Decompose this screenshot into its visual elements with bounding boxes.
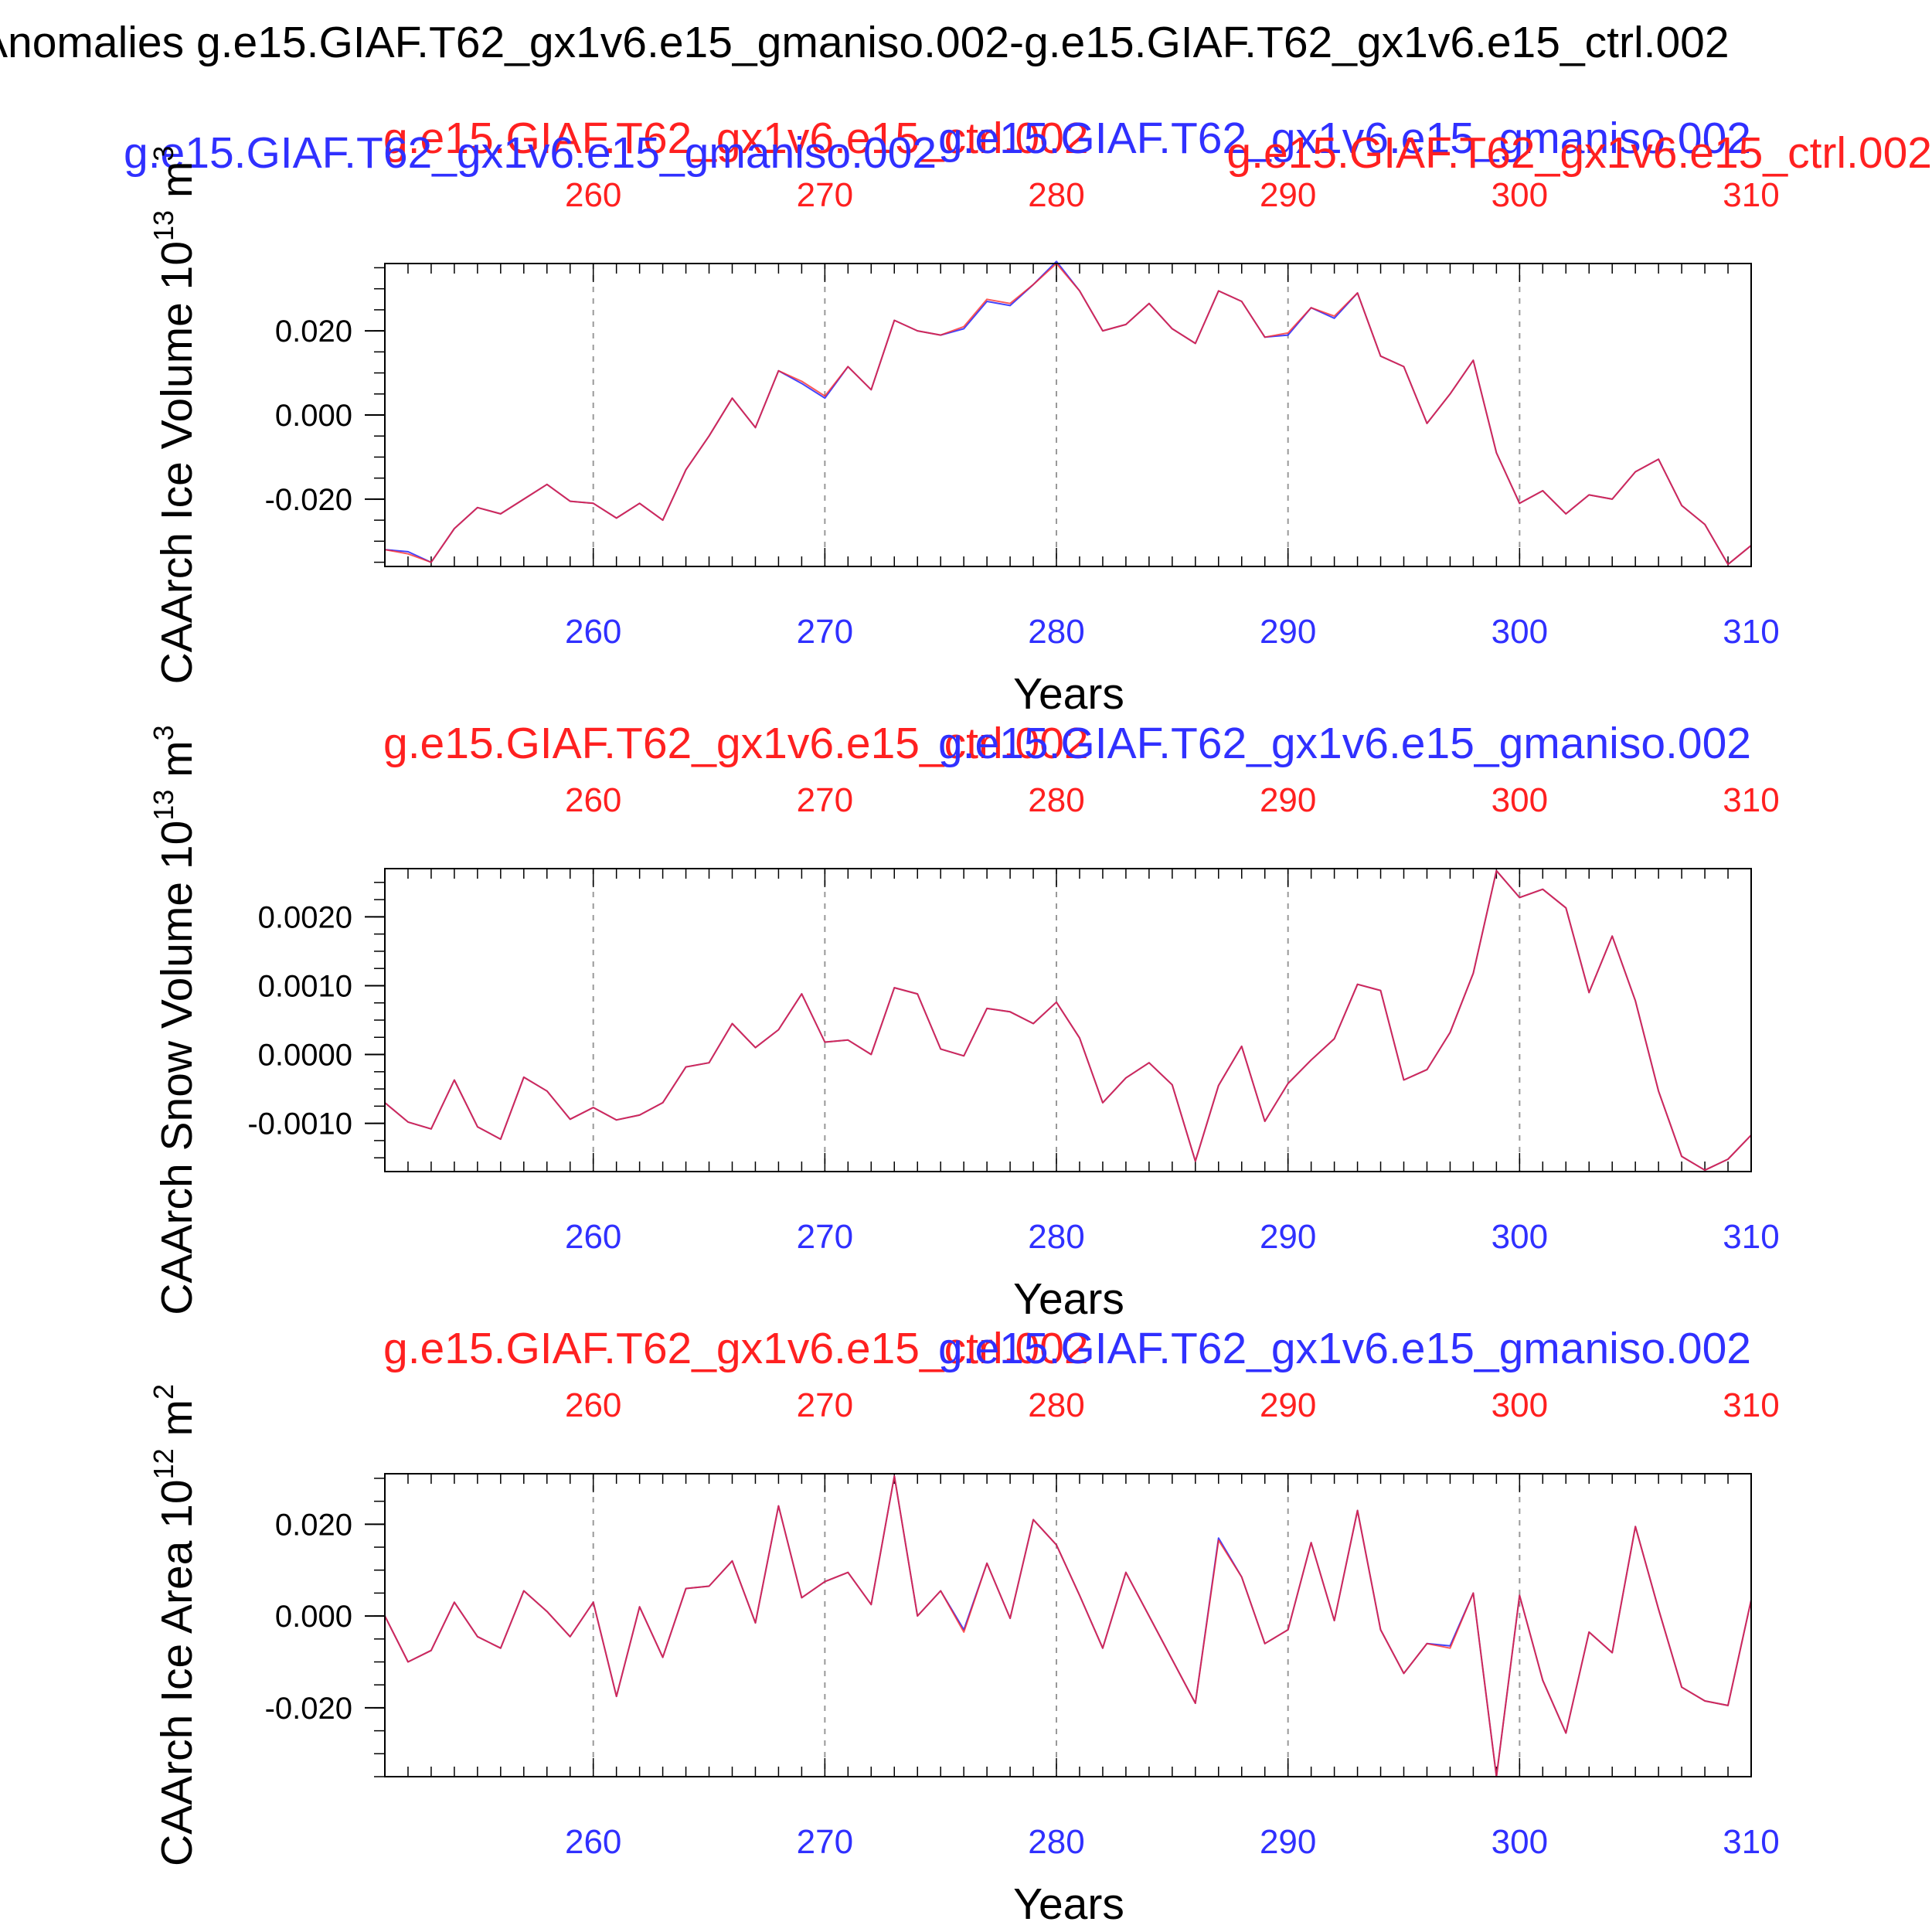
x-tick-label-top: 300 (1492, 176, 1548, 214)
plot-frame (384, 868, 1752, 1172)
chart-panel-1: -0.020 0.000 0.020 260 260 270 270 280 280 290 290… (124, 114, 1932, 719)
y-axis-title-part-2: 12 (148, 1448, 179, 1479)
top-right-series-label: g.e15.GIAF.T62_gx1v6.e15_gmaniso.002 (938, 719, 1751, 768)
x-tick-label-top: 270 (797, 781, 853, 819)
x-axis-title: Years (1013, 669, 1124, 719)
y-axis-title-part-3: m (152, 740, 202, 789)
series-line-ctrl (384, 869, 1752, 1172)
y-tick-label: -0.0010 (247, 1107, 352, 1141)
y-axis-title-part-1: CAArch Ice Area 10 (152, 1479, 202, 1866)
top-right-series-label: g.e15.GIAF.T62_gx1v6.e15_gmaniso.002 (938, 114, 1751, 163)
y-tick-label: 0.020 (275, 315, 352, 349)
x-tick-label-bottom: 270 (797, 1218, 853, 1256)
x-tick-label-top: 310 (1723, 176, 1779, 214)
y-tick-label: 0.020 (275, 1508, 352, 1542)
x-tick-label-bottom: 260 (565, 613, 621, 651)
x-tick-label-top: 290 (1260, 176, 1316, 214)
y-axis-title-part-4: 3 (148, 725, 179, 740)
y-tick-label: 0.0020 (258, 900, 352, 934)
top-left-series-label: g.e15.GIAF.T62_gx1v6.e15_ctrl.002 (383, 114, 1089, 163)
x-tick-label-bottom: 280 (1028, 613, 1084, 651)
x-tick-label-top: 290 (1260, 781, 1316, 819)
y-tick-label: 0.0010 (258, 969, 352, 1003)
x-axis-title: Years (1013, 1274, 1124, 1324)
plot-frame (384, 263, 1752, 567)
x-tick-label-bottom: 300 (1492, 1823, 1548, 1861)
x-tick-label-bottom: 270 (797, 1823, 853, 1861)
x-tick-label-bottom: 270 (797, 613, 853, 651)
x-tick-label-bottom: 280 (1028, 1823, 1084, 1861)
y-tick-label: -0.020 (265, 1692, 352, 1726)
y-axis-title-part-1: CAArch Ice Volume 10 (152, 241, 202, 684)
second-left-series-label: g.e15.GIAF.T62_gx1v6.e15_gmaniso.002 (124, 128, 937, 178)
y-axis-title-part-4: 3 (148, 146, 179, 162)
x-tick-label-bottom: 290 (1260, 1823, 1316, 1861)
x-tick-label-top: 280 (1028, 781, 1084, 819)
x-tick-label-top: 270 (797, 1386, 853, 1424)
x-tick-label-bottom: 300 (1492, 1218, 1548, 1256)
series-line-gmaniso (384, 260, 1752, 566)
x-tick-label-top: 280 (1028, 1386, 1084, 1424)
x-tick-label-bottom: 310 (1723, 613, 1779, 651)
y-axis-title-part-3: m (152, 1400, 202, 1448)
x-tick-label-top: 300 (1492, 1386, 1548, 1424)
top-right-series-label: g.e15.GIAF.T62_gx1v6.e15_gmaniso.002 (938, 1324, 1751, 1373)
x-tick-label-bottom: 280 (1028, 1218, 1084, 1256)
y-tick-label: 0.0000 (258, 1039, 352, 1073)
y-tick-label: -0.020 (265, 483, 352, 517)
x-tick-label-top: 310 (1723, 1386, 1779, 1424)
y-axis-title-part-2: 13 (148, 790, 179, 821)
chart-panel-3: -0.020 0.000 0.020 260 260 270 270 280 280 290 290… (148, 1324, 1780, 1929)
y-axis-title-part-1: CAArch Snow Volume 10 (152, 821, 202, 1315)
x-tick-label-bottom: 260 (565, 1218, 621, 1256)
x-tick-label-bottom: 290 (1260, 1218, 1316, 1256)
x-tick-label-bottom: 290 (1260, 613, 1316, 651)
plot-frame (384, 1473, 1752, 1777)
x-tick-label-top: 260 (565, 781, 621, 819)
y-axis-title: CAArch Ice Area 1012 m2 (148, 1384, 202, 1866)
y-axis-title: CAArch Ice Volume 1013 m3 (148, 146, 202, 685)
top-left-series-label: g.e15.GIAF.T62_gx1v6.e15_ctrl.002 (383, 719, 1089, 768)
x-tick-label-top: 280 (1028, 176, 1084, 214)
y-axis-title-part-2: 13 (148, 210, 179, 241)
series-line-ctrl (384, 1475, 1752, 1777)
x-tick-label-bottom: 260 (565, 1823, 621, 1861)
x-axis-title: Years (1013, 1879, 1124, 1929)
x-tick-label-top: 260 (565, 176, 621, 214)
x-tick-label-top: 300 (1492, 781, 1548, 819)
y-tick-label: 0.000 (275, 399, 352, 433)
y-tick-label: 0.000 (275, 1600, 352, 1634)
series-line-ctrl (384, 263, 1752, 566)
second-right-series-label: g.e15.GIAF.T62_gx1v6.e15_ctrl.002 (1226, 128, 1932, 178)
series-line-gmaniso (384, 1475, 1752, 1777)
y-axis-title-part-3: m (152, 162, 202, 210)
x-tick-label-bottom: 310 (1723, 1823, 1779, 1861)
x-tick-label-bottom: 300 (1492, 613, 1548, 651)
figure-title: Anomalies g.e15.GIAF.T62_gx1v6.e15_gmani… (0, 18, 1730, 67)
chart-panel-2: -0.0010 0.0000 0.0010 0.0020 260 260 270 270 280… (148, 719, 1780, 1324)
figure-title-box: Anomalies g.e15.GIAF.T62_gx1v6.e15_gmani… (0, 0, 1932, 100)
x-tick-label-top: 270 (797, 176, 853, 214)
x-tick-label-bottom: 310 (1723, 1218, 1779, 1256)
x-tick-label-top: 290 (1260, 1386, 1316, 1424)
y-axis-title-part-4: 2 (148, 1384, 179, 1400)
top-left-series-label: g.e15.GIAF.T62_gx1v6.e15_ctrl.002 (383, 1324, 1089, 1373)
x-tick-label-top: 260 (565, 1386, 621, 1424)
x-tick-label-top: 310 (1723, 781, 1779, 819)
y-axis-title: CAArch Snow Volume 1013 m3 (148, 725, 202, 1315)
